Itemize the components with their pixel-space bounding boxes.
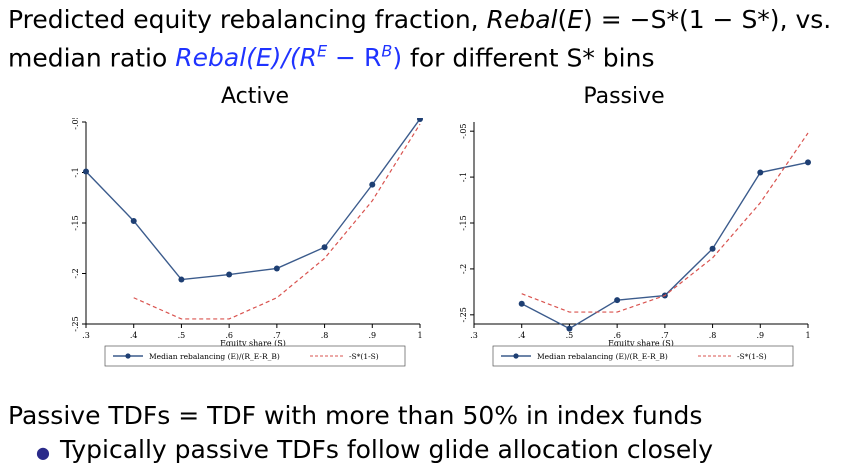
heading-text-bins: for different S* bins [402,43,655,73]
y-tick-label: -.15 [459,215,468,230]
active-chart: -.25 -.2 -.15 -.1 -.05 .3 .4 .5 .6 .7 .8 .9 1 Equity … [71,118,423,367]
data-point [757,169,764,176]
data-point [614,297,621,304]
bullet-icon: ● [36,443,50,462]
x-tick-label: 1 [805,331,810,340]
heading-sup-b: B [381,42,393,61]
heading-math-formula: ) = −S*(1 − S*), vs. [583,5,832,34]
footer-sub-bullet: ● Typically passive TDFs follow glide all… [36,434,713,469]
y-tick-label: -.1 [71,167,80,177]
slide-heading: Predicted equity rebalancing fraction, R… [8,4,844,74]
heading-line-1: Predicted equity rebalancing fraction, R… [8,4,844,36]
y-tick-label: -.25 [459,307,468,322]
heading-math-e: E [567,5,584,34]
x-tick-label: .8 [709,331,717,340]
x-tick-label: .9 [368,331,376,340]
y-tick-label: -.1 [459,172,468,182]
series-line-theory [133,123,421,320]
x-tick-label: .4 [130,331,138,340]
legend-marker-median [125,353,131,359]
legend-marker-median [513,353,519,359]
data-point [417,118,423,122]
heading-text: Predicted equity rebalancing fraction, [8,5,487,34]
series-line-theory [521,132,809,313]
y-tick-label: -.05 [459,123,468,138]
data-point [178,276,185,283]
legend-label-theory: -S*(1-S) [737,352,767,361]
heading-text: median ratio [8,43,176,73]
x-tick-label: .4 [518,331,526,340]
x-tick-label: .9 [756,331,764,340]
x-tick-label: 1 [417,331,422,340]
data-point [518,300,525,307]
x-tick-label: .3 [82,331,90,340]
x-axis-label: Equity share (S) [220,339,286,348]
x-axis-label: Equity share (S) [608,339,674,348]
data-point [805,159,811,166]
heading-math-minus: − R [327,43,382,73]
y-tick-label: -.05 [71,118,80,130]
x-tick-label: .3 [470,331,478,340]
y-tick-label: -.2 [459,264,468,274]
x-tick-label: .7 [273,331,281,340]
heading-line-2: median ratio Rebal(E)/(RE − RB) for diff… [8,36,844,74]
x-tick-label: .5 [178,331,186,340]
x-tick-label: .6 [225,331,233,340]
x-tick-label: .7 [661,331,669,340]
data-point [83,168,89,175]
heading-math-ratio: Rebal(E)/(R [175,43,317,73]
heading-math: ( [557,5,568,34]
data-point [321,244,328,251]
x-tick-label: .8 [321,331,329,340]
series-line-median [85,118,421,281]
y-tick-label: -.15 [71,215,80,230]
data-point [566,325,573,332]
legend-label-median: Median rebalancing (E)/(R_E-R_B) [149,352,280,361]
data-point [226,271,233,278]
passive-panel-title: Passive [583,84,665,109]
legend-box [104,345,406,367]
active-panel-title: Active [220,84,290,109]
data-point [130,217,137,224]
heading-sup-e: E [317,42,328,61]
x-tick-label: .6 [613,331,621,340]
legend-label-median: Median rebalancing (E)/(R_E-R_B) [537,352,668,361]
footer-passive-definition: Passive TDFs = TDF with more than 50% in… [8,401,703,430]
series-line-median [521,161,809,330]
passive-chart: -.25 -.2 -.15 -.1 -.05 .3 .4 .5 .6 .7 .8 .9 1 Equity … [459,122,811,367]
legend-label-theory: -S*(1-S) [349,352,379,361]
data-point [273,265,280,272]
heading-math-rebal: Rebal [486,5,558,34]
data-point [369,181,376,188]
data-point [709,245,716,252]
x-tick-label: .5 [566,331,574,340]
y-tick-label: -.25 [71,316,80,331]
heading-math-paren: ) [392,43,403,73]
legend-box [492,345,794,367]
footer-sub-text: Typically passive TDFs follow glide allo… [59,435,714,464]
y-tick-label: -.2 [71,268,80,278]
